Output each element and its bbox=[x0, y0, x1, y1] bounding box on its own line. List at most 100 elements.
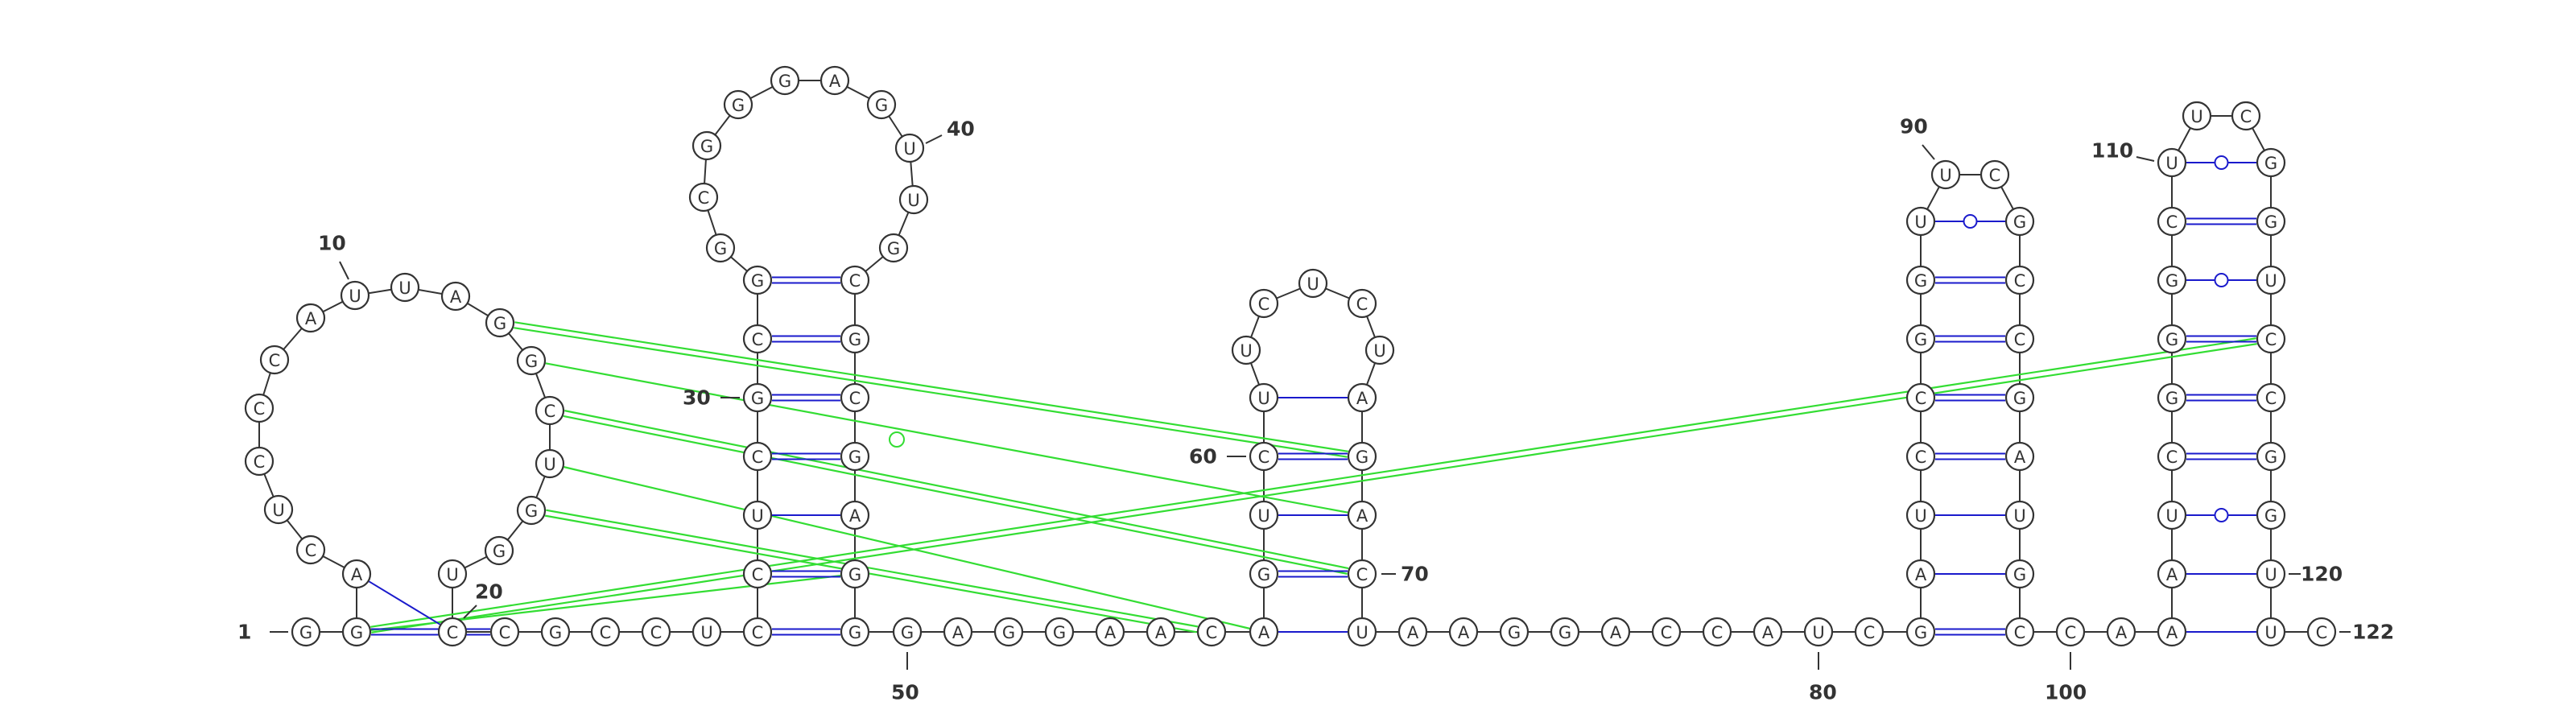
nucleotide-105: C bbox=[2157, 441, 2187, 472]
nucleotide-letter: G bbox=[848, 623, 861, 642]
nucleotide-119: G bbox=[2256, 500, 2286, 530]
nucleotide-41: U bbox=[898, 184, 929, 215]
nucleotide-circle bbox=[691, 617, 722, 647]
nucleotide-letter: A bbox=[1407, 623, 1419, 642]
nucleotide-letter: A bbox=[1458, 623, 1470, 642]
nucleotide-circle bbox=[1803, 617, 1834, 647]
nucleotide-letter: C bbox=[305, 541, 317, 560]
nucleotide-letter: U bbox=[349, 287, 361, 306]
position-label-60: 60 bbox=[1189, 445, 1217, 468]
nucleotide-1: G bbox=[291, 617, 321, 647]
nucleotide-39: G bbox=[866, 89, 897, 120]
nucleotide-letter: C bbox=[269, 351, 281, 370]
nucleotides: G G A C U C C C A U U A G G C U G G U C C G C C U C C U C G C G G C G G G A G U… bbox=[244, 65, 2337, 647]
nucleotide-104: U bbox=[2157, 500, 2187, 530]
nucleotide-circle bbox=[2256, 500, 2286, 530]
pseudoknot-pair bbox=[546, 509, 1199, 628]
nucleotide-letter: A bbox=[450, 287, 462, 307]
position-label-110: 110 bbox=[2091, 139, 2133, 163]
nucleotide-letter: G bbox=[2165, 389, 2178, 408]
nucleotide-circle bbox=[2157, 265, 2187, 295]
base-pair bbox=[368, 580, 441, 625]
nucleotide-letter: A bbox=[2166, 565, 2178, 584]
nucleotide-circle bbox=[484, 535, 514, 566]
nucleotide-13: G bbox=[485, 307, 515, 338]
nucleotide-circle bbox=[2256, 559, 2286, 589]
nucleotide-letter: G bbox=[1002, 623, 1015, 642]
nucleotide-circle bbox=[1249, 288, 1279, 319]
nucleotide-27: C bbox=[742, 559, 773, 589]
nucleotide-circle bbox=[516, 495, 547, 526]
nucleotide-circle bbox=[2256, 265, 2286, 295]
nucleotide-circle bbox=[2157, 382, 2187, 413]
nucleotide-circle bbox=[742, 617, 773, 647]
nucleotide-77: C bbox=[1651, 617, 1682, 647]
nucleotide-circle bbox=[1930, 159, 1961, 190]
nucleotide-85: C bbox=[1905, 441, 1936, 472]
nucleotide-letter: G bbox=[549, 623, 562, 642]
nucleotide-circle bbox=[2157, 441, 2187, 472]
nucleotide-94: C bbox=[2004, 324, 2035, 354]
nucleotide-circle bbox=[2231, 101, 2261, 131]
nucleotide-letter: G bbox=[2264, 448, 2277, 467]
nucleotide-7: C bbox=[244, 393, 275, 423]
nucleotide-letter: U bbox=[1307, 274, 1319, 294]
nucleotide-circle bbox=[2256, 147, 2286, 178]
position-label-1: 1 bbox=[237, 621, 251, 644]
nucleotide-letter: C bbox=[849, 271, 861, 291]
nucleotide-letter: G bbox=[1558, 623, 1571, 642]
nucleotide-103: A bbox=[2157, 559, 2187, 589]
nucleotide-circle bbox=[1347, 382, 1377, 413]
nucleotide-8: C bbox=[259, 345, 290, 375]
nucleotide-100: C bbox=[2055, 617, 2086, 647]
pseudoknot-pair bbox=[564, 466, 1250, 629]
nucleotide-letter: G bbox=[299, 623, 312, 642]
nucleotide-letter: C bbox=[2316, 623, 2328, 642]
nucleotide-99: C bbox=[2004, 617, 2035, 647]
nucleotide-circle bbox=[2256, 617, 2286, 647]
nucleotide-53: G bbox=[1044, 617, 1075, 647]
nucleotide-circle bbox=[2157, 147, 2187, 178]
nucleotide-circle bbox=[244, 446, 275, 477]
nucleotide-circle bbox=[840, 265, 870, 295]
nucleotide-letter: A bbox=[829, 72, 841, 91]
nucleotide-101: A bbox=[2106, 617, 2136, 647]
nucleotide-circle bbox=[2157, 206, 2187, 237]
nucleotide-circle bbox=[1397, 617, 1428, 647]
nucleotide-57: A bbox=[1249, 617, 1279, 647]
nucleotide-letter: U bbox=[700, 623, 712, 642]
nucleotide-letter: A bbox=[952, 623, 964, 642]
nucleotide-letter: G bbox=[751, 389, 764, 408]
nucleotide-35: G bbox=[691, 130, 722, 161]
nucleotide-letter: G bbox=[887, 239, 900, 258]
nucleotide-letter: C bbox=[1989, 166, 2001, 185]
nucleotide-letter: C bbox=[1356, 565, 1368, 584]
base-pair-wobble bbox=[2214, 508, 2229, 522]
nucleotide-38: A bbox=[819, 65, 850, 96]
pseudoknot-pairs bbox=[370, 321, 2257, 634]
nucleotide-letter: A bbox=[1104, 623, 1117, 642]
nucleotide-letter: G bbox=[1257, 565, 1270, 584]
nucleotide-letter: U bbox=[2165, 506, 2178, 526]
position-label-10: 10 bbox=[318, 232, 346, 255]
nucleotide-91: C bbox=[1979, 159, 2010, 190]
nucleotide-circle bbox=[2004, 500, 2035, 530]
nucleotide-circle bbox=[2256, 324, 2286, 354]
nucleotide-58: G bbox=[1249, 559, 1279, 589]
nucleotide-circle bbox=[535, 448, 565, 479]
nucleotide-circle bbox=[1044, 617, 1075, 647]
nucleotide-16: U bbox=[535, 448, 565, 479]
base-pair-wobble bbox=[2214, 155, 2229, 170]
nucleotide-letter: G bbox=[2013, 565, 2026, 584]
nucleotide-121: U bbox=[2256, 617, 2286, 647]
nucleotide-90: U bbox=[1930, 159, 1961, 190]
pseudoknot-pair bbox=[545, 362, 1348, 514]
nucleotide-letter: C bbox=[2014, 271, 2026, 291]
nucleotide-letter: C bbox=[1356, 295, 1368, 314]
nucleotide-circle bbox=[1298, 268, 1328, 299]
label-tick bbox=[2136, 156, 2155, 162]
nucleotide-111: U bbox=[2182, 101, 2212, 131]
nucleotide-circle bbox=[2004, 206, 2035, 237]
nucleotide-letter: A bbox=[1356, 389, 1368, 408]
nucleotide-circle bbox=[2004, 559, 2035, 589]
